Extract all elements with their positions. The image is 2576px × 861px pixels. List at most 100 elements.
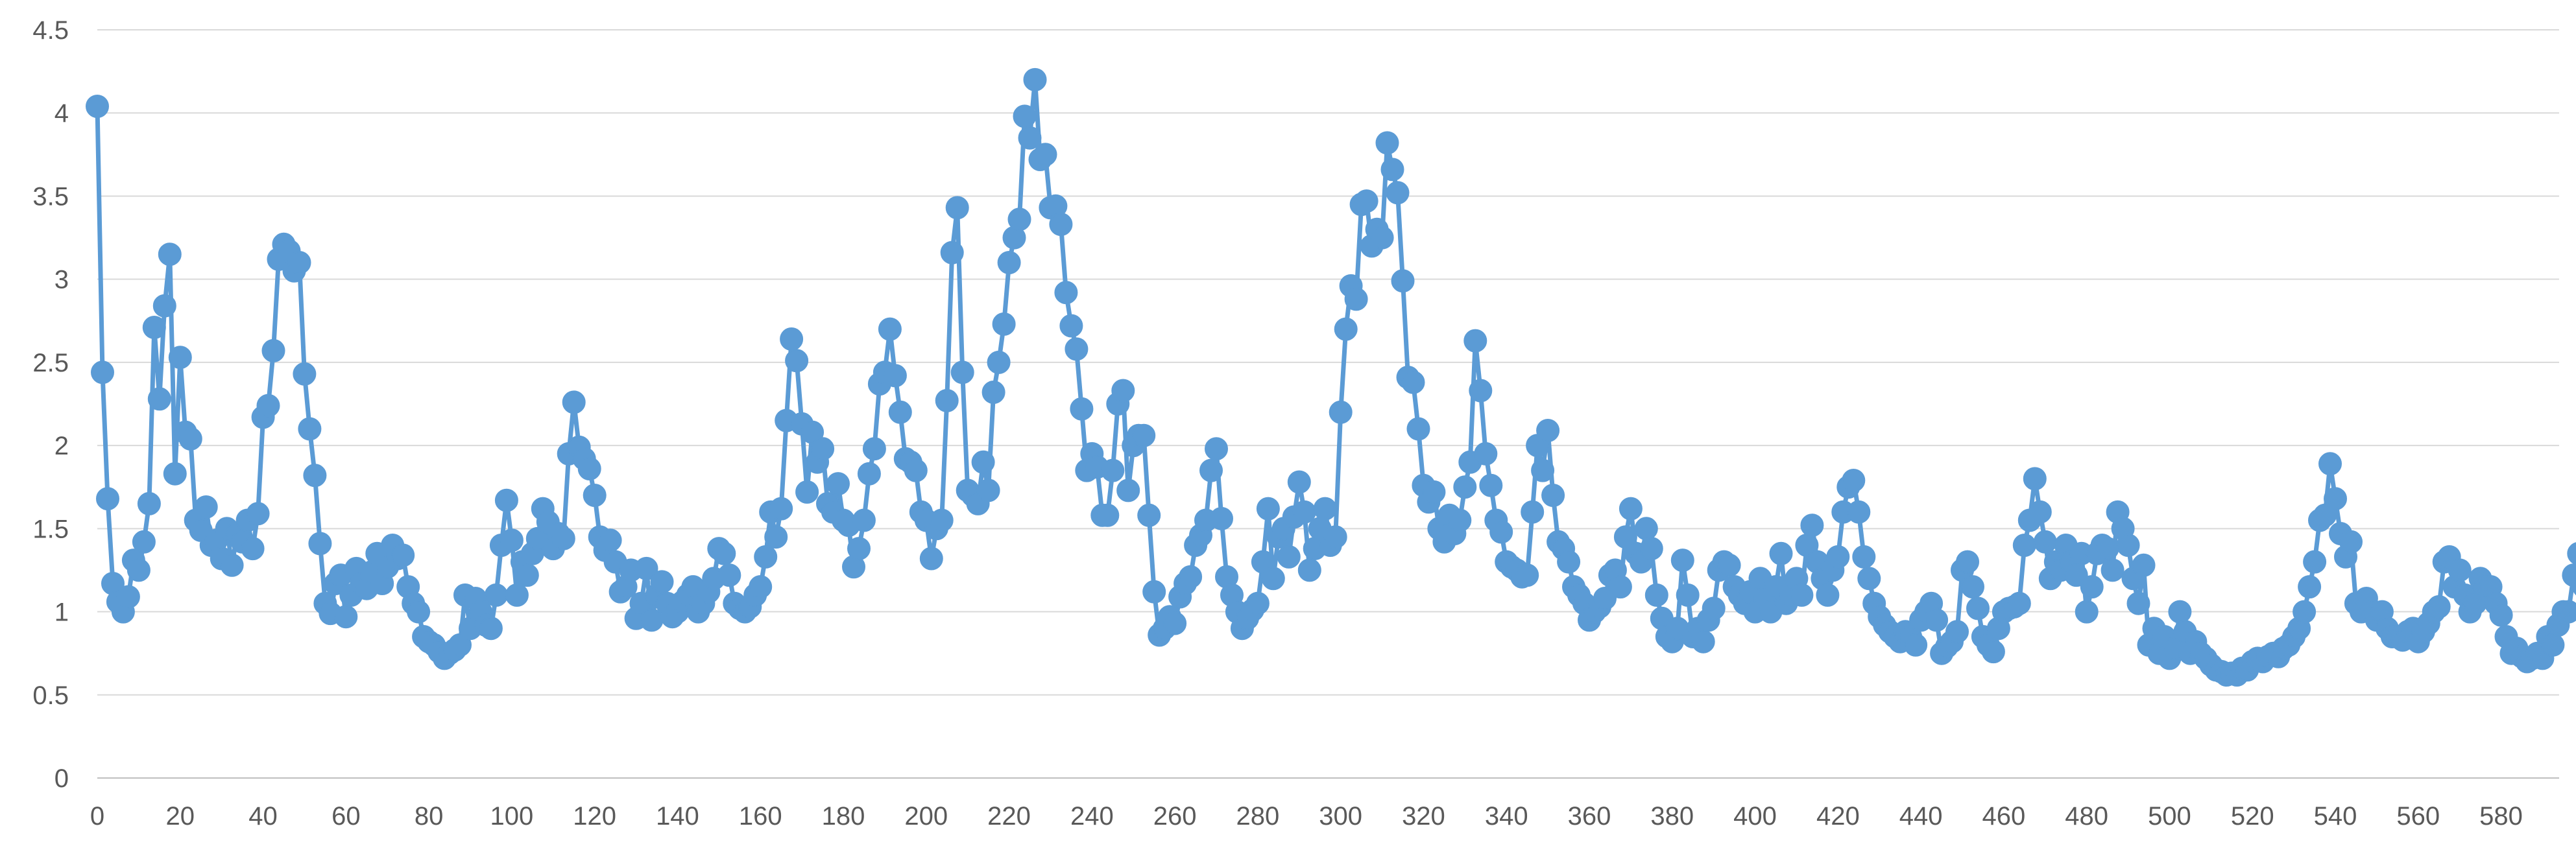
- data-point-362: [1961, 575, 1984, 599]
- data-point-230: [1277, 545, 1301, 569]
- data-point-34: [261, 338, 285, 362]
- data-point-158: [904, 458, 928, 482]
- x-tick-label: 540: [2314, 802, 2357, 831]
- data-point-41: [298, 417, 322, 441]
- x-tick-label: 140: [656, 802, 699, 831]
- data-point-164: [935, 388, 959, 412]
- data-point-312: [1702, 596, 1726, 620]
- data-point-331: [1800, 513, 1824, 537]
- data-point-43: [308, 532, 332, 556]
- data-point-95: [577, 457, 601, 480]
- data-point-96: [583, 484, 607, 507]
- data-point-138: [800, 420, 825, 444]
- y-tick-label: 0.5: [32, 681, 69, 710]
- data-point-371: [2007, 591, 2031, 615]
- data-point-474: [2541, 633, 2565, 657]
- data-point-479: [2567, 542, 2576, 565]
- data-point-359: [1945, 620, 1969, 644]
- data-point-186: [1049, 213, 1073, 236]
- x-tick-label: 500: [2148, 802, 2191, 831]
- data-point-181: [1023, 67, 1047, 91]
- data-point-92: [562, 390, 586, 414]
- data-point-196: [1101, 458, 1125, 482]
- data-point-340: [1847, 500, 1871, 524]
- x-tick-label: 420: [1816, 802, 1860, 831]
- data-point-306: [1670, 548, 1694, 572]
- data-point-31: [246, 502, 270, 526]
- data-point-70: [448, 633, 472, 657]
- data-point-361: [1956, 550, 1979, 574]
- x-tick-label: 440: [1899, 802, 1943, 831]
- data-point-134: [780, 327, 804, 351]
- data-point-211: [1179, 565, 1203, 589]
- data-point-106: [634, 556, 658, 580]
- data-point-300: [1639, 537, 1663, 561]
- data-point-341: [1852, 545, 1876, 569]
- data-point-203: [1137, 503, 1161, 527]
- data-point-263: [1448, 508, 1472, 532]
- data-point-250: [1380, 158, 1404, 182]
- data-point-195: [1096, 503, 1120, 527]
- data-point-269: [1479, 473, 1503, 497]
- data-point-183: [1033, 143, 1057, 167]
- data-point-232: [1287, 470, 1311, 494]
- data-point-2: [96, 487, 119, 511]
- y-tick-label: 4.5: [32, 16, 69, 45]
- x-tick-label: 460: [1982, 802, 2026, 831]
- data-point-394: [2126, 591, 2150, 615]
- data-point-188: [1059, 314, 1083, 338]
- data-point-376: [2033, 530, 2057, 554]
- data-point-80: [500, 528, 524, 552]
- data-point-291: [1593, 587, 1617, 610]
- data-point-59: [391, 543, 415, 567]
- data-point-122: [717, 563, 741, 587]
- x-tick-label: 580: [2479, 802, 2523, 831]
- data-point-456: [2448, 558, 2472, 582]
- data-point-83: [515, 563, 539, 587]
- data-point-6: [116, 585, 140, 609]
- data-point-18: [178, 427, 202, 451]
- data-point-307: [1676, 583, 1700, 607]
- data-point-128: [749, 575, 773, 599]
- data-point-26: [220, 553, 244, 577]
- data-point-428: [2303, 550, 2327, 574]
- data-point-366: [1981, 640, 2005, 664]
- data-point-342: [1857, 567, 1881, 591]
- data-point-199: [1116, 478, 1140, 502]
- data-point-248: [1370, 226, 1394, 250]
- x-tick-label: 160: [739, 802, 782, 831]
- data-point-255: [1406, 417, 1430, 441]
- data-point-480: [2572, 578, 2576, 596]
- x-tick-label: 400: [1733, 802, 1777, 831]
- data-point-131: [764, 525, 788, 549]
- data-point-155: [888, 400, 912, 424]
- data-point-154: [883, 364, 907, 388]
- data-point-325: [1769, 541, 1793, 565]
- data-point-149: [857, 462, 881, 486]
- data-point-284: [1557, 550, 1581, 574]
- data-point-243: [1344, 287, 1368, 311]
- data-point-268: [1474, 442, 1498, 466]
- data-point-9: [132, 530, 156, 554]
- data-point-281: [1541, 484, 1565, 507]
- data-point-79: [494, 488, 518, 512]
- x-tick-label: 360: [1568, 802, 1611, 831]
- data-point-251: [1386, 181, 1410, 205]
- data-point-375: [2028, 500, 2052, 524]
- data-point-279: [1531, 458, 1555, 482]
- y-tick-label: 4: [54, 99, 69, 128]
- y-tick-label: 3.5: [32, 182, 69, 211]
- data-point-33: [256, 394, 280, 418]
- data-point-179: [1013, 104, 1037, 128]
- data-point-267: [1469, 379, 1493, 403]
- data-point-392: [2116, 534, 2140, 557]
- data-point-11: [142, 316, 166, 339]
- data-point-276: [1515, 563, 1539, 587]
- data-point-227: [1261, 567, 1285, 591]
- data-point-355: [1925, 608, 1949, 632]
- x-tick-label: 240: [1070, 802, 1114, 831]
- x-tick-label: 100: [490, 802, 534, 831]
- data-point-477: [2557, 600, 2576, 624]
- y-tick-label: 1: [54, 598, 69, 627]
